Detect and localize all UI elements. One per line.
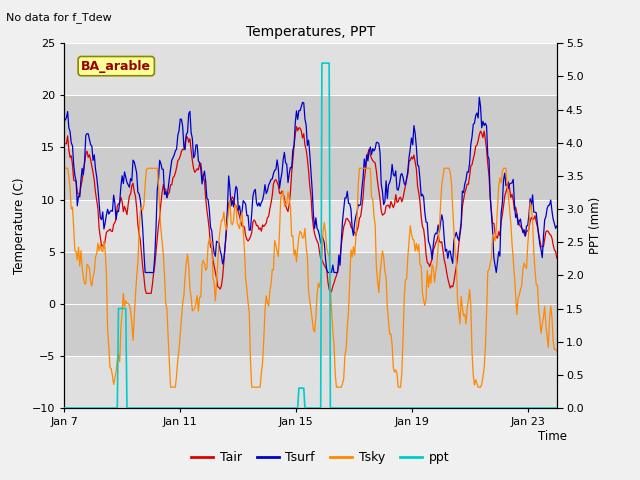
Y-axis label: PPT (mm): PPT (mm): [589, 197, 602, 254]
Text: No data for f_Tdew: No data for f_Tdew: [6, 12, 112, 23]
Legend: Tair, Tsurf, Tsky, ppt: Tair, Tsurf, Tsky, ppt: [186, 446, 454, 469]
Bar: [64, 252, 557, 356]
X-axis label: Time: Time: [538, 430, 566, 443]
Y-axis label: Temperature (C): Temperature (C): [13, 177, 26, 274]
Text: BA_arable: BA_arable: [81, 60, 151, 72]
Title: Temperatures, PPT: Temperatures, PPT: [246, 25, 375, 39]
Bar: [64, 96, 557, 200]
